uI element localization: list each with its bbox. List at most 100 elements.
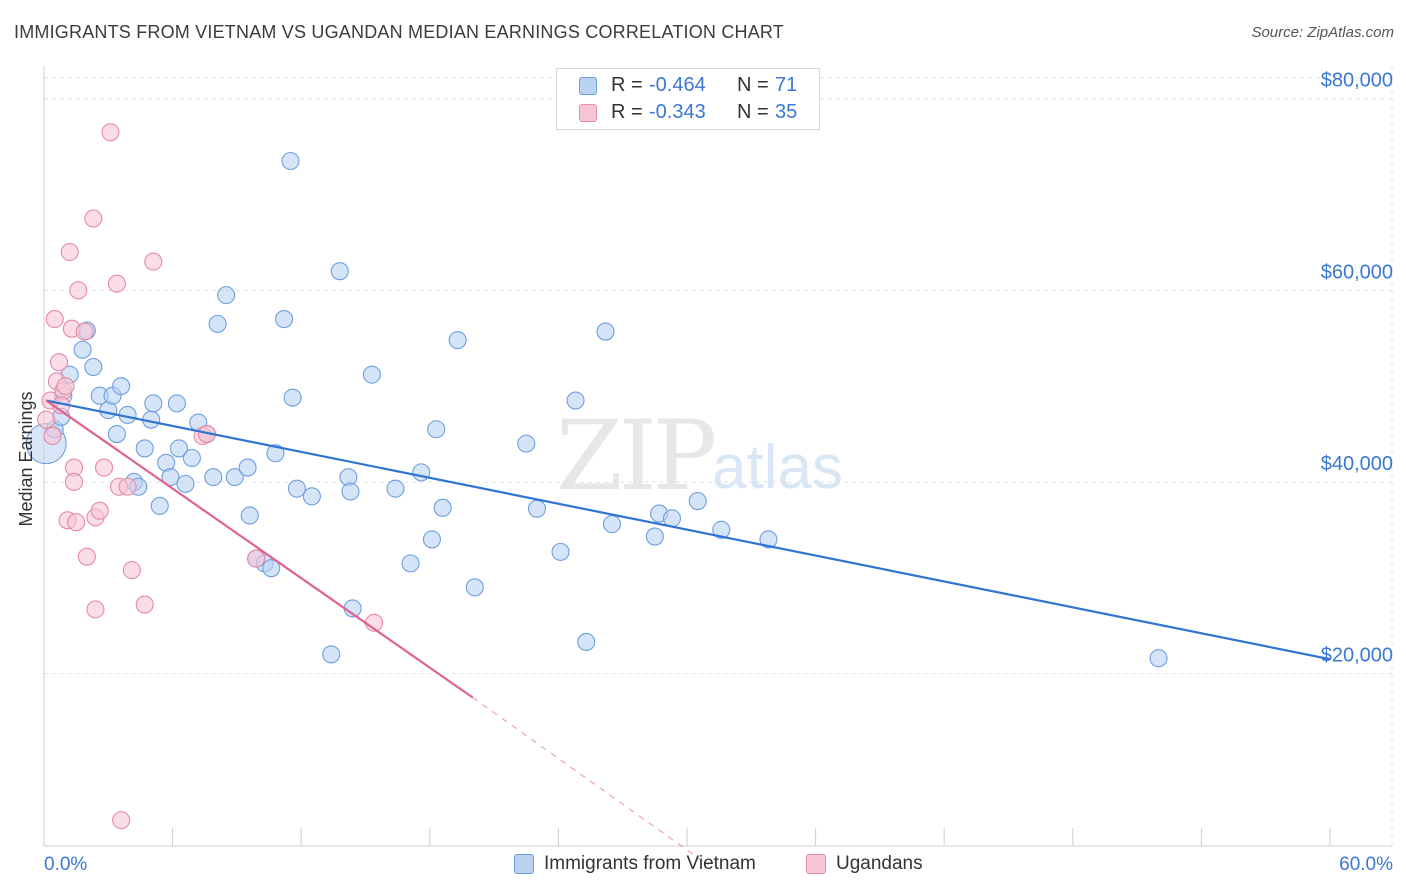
ugandans-point — [69, 281, 88, 300]
legend-label: Immigrants from Vietnam — [544, 853, 756, 874]
vietnam-point — [283, 388, 302, 407]
vietnam-point — [135, 439, 154, 458]
x-tick-label: 0.0% — [44, 854, 87, 875]
ugandans-point — [86, 600, 105, 619]
vietnam-point — [577, 632, 596, 651]
vietnam-point — [238, 458, 257, 477]
ugandans-point — [49, 353, 69, 372]
series-ugandans-points — [37, 123, 384, 830]
pink-swatch-icon — [806, 854, 826, 874]
vietnam-point — [759, 530, 778, 549]
ugandans-point — [135, 595, 154, 614]
ugandans-point — [37, 410, 56, 429]
vietnam-point — [112, 377, 131, 396]
y-tick-label: $80,000 — [1321, 70, 1393, 92]
ugandans-point — [107, 274, 126, 293]
r-value: -0.343 — [649, 101, 706, 123]
chart-title: IMMIGRANTS FROM VIETNAM VS UGANDAN MEDIA… — [14, 22, 784, 42]
legend-label: Ugandans — [836, 853, 923, 874]
vietnam-point — [433, 498, 452, 517]
ugandans-point — [122, 561, 141, 580]
x-tick-label: 60.0% — [1339, 854, 1393, 875]
r-label: R = — [611, 101, 643, 123]
r-label: R = — [611, 74, 643, 96]
vietnam-point — [150, 496, 169, 515]
y-axis-label: Median Earnings — [16, 391, 36, 526]
n-label: N = — [737, 101, 769, 123]
y-tick-label: $20,000 — [1321, 645, 1393, 667]
watermark-zip: ZIP — [556, 400, 717, 512]
vietnam-point — [107, 424, 126, 444]
vietnam-point — [302, 487, 321, 506]
ugandans-point — [112, 811, 131, 830]
correlation-legend: R = -0.464 N = 71 R = -0.343 N = 35 — [556, 68, 820, 130]
ugandans-point — [247, 549, 266, 568]
source-label: Source: ZipAtlas.com — [1251, 24, 1394, 41]
y-tick-label: $40,000 — [1321, 453, 1393, 475]
ugandans-trend-line — [45, 399, 474, 699]
blue-swatch-icon — [579, 77, 597, 95]
vietnam-point — [712, 520, 731, 539]
axes — [43, 66, 1393, 847]
watermark-atlas: atlas — [712, 433, 843, 502]
vietnam-point — [596, 322, 615, 341]
y-tick-label: $60,000 — [1321, 261, 1393, 283]
vietnam-point — [386, 479, 405, 498]
vietnam-point — [204, 468, 223, 487]
ugandans-point — [45, 310, 64, 329]
ugandans-point — [90, 501, 109, 520]
vietnam-trend-line — [45, 399, 1331, 661]
vietnam-point — [566, 391, 585, 410]
vietnam-point — [287, 479, 306, 498]
vietnam-point — [688, 492, 707, 511]
vietnam-point — [448, 331, 467, 350]
vietnam-point — [1149, 649, 1168, 668]
ugandans-point — [75, 322, 94, 341]
vietnam-point — [330, 262, 349, 281]
series-vietnam-points — [25, 151, 1168, 668]
vietnam-point — [341, 482, 360, 501]
vietnam-point — [551, 542, 570, 561]
ugandans-trend-extension — [472, 697, 709, 866]
ugandans-point — [94, 458, 114, 477]
vietnam-point — [182, 448, 201, 468]
ugandans-point — [118, 477, 137, 496]
n-value: 71 — [775, 74, 798, 96]
vietnam-point — [240, 506, 259, 525]
n-label: N = — [737, 74, 769, 96]
vietnam-point — [84, 357, 103, 377]
tick-labels: $20,000 $40,000 $60,000 $80,000 0.0% 60.0% — [44, 70, 1393, 875]
vietnam-point — [266, 444, 285, 463]
vietnam-point — [176, 474, 195, 493]
vietnam-point — [73, 340, 92, 359]
vietnam-point — [169, 439, 189, 458]
ugandans-point — [101, 123, 120, 142]
vietnam-point — [281, 151, 300, 171]
ugandans-point — [43, 426, 62, 446]
ugandans-point — [77, 547, 96, 566]
r-value: -0.464 — [649, 74, 706, 96]
ugandans-point — [56, 377, 75, 396]
vietnam-point — [322, 645, 341, 664]
grid-lines — [44, 77, 1392, 675]
vietnam-point — [262, 559, 281, 578]
vietnam-point — [362, 365, 381, 384]
vietnam-point — [144, 394, 163, 413]
vietnam-point — [275, 310, 294, 329]
ugandans-point — [60, 242, 79, 262]
ugandans-point — [84, 209, 103, 228]
pink-swatch-icon — [579, 104, 597, 122]
vietnam-point — [527, 499, 547, 518]
vietnam-point — [602, 515, 622, 534]
vietnam-point — [161, 468, 180, 487]
trend-lines — [45, 399, 1331, 866]
vietnam-point — [422, 530, 441, 549]
ugandans-point — [64, 472, 84, 492]
vietnam-point — [225, 468, 244, 487]
vietnam-point — [465, 578, 484, 597]
vietnam-point — [217, 286, 236, 305]
vietnam-point — [208, 314, 227, 333]
vietnam-point — [517, 434, 536, 453]
vietnam-point — [427, 420, 446, 439]
